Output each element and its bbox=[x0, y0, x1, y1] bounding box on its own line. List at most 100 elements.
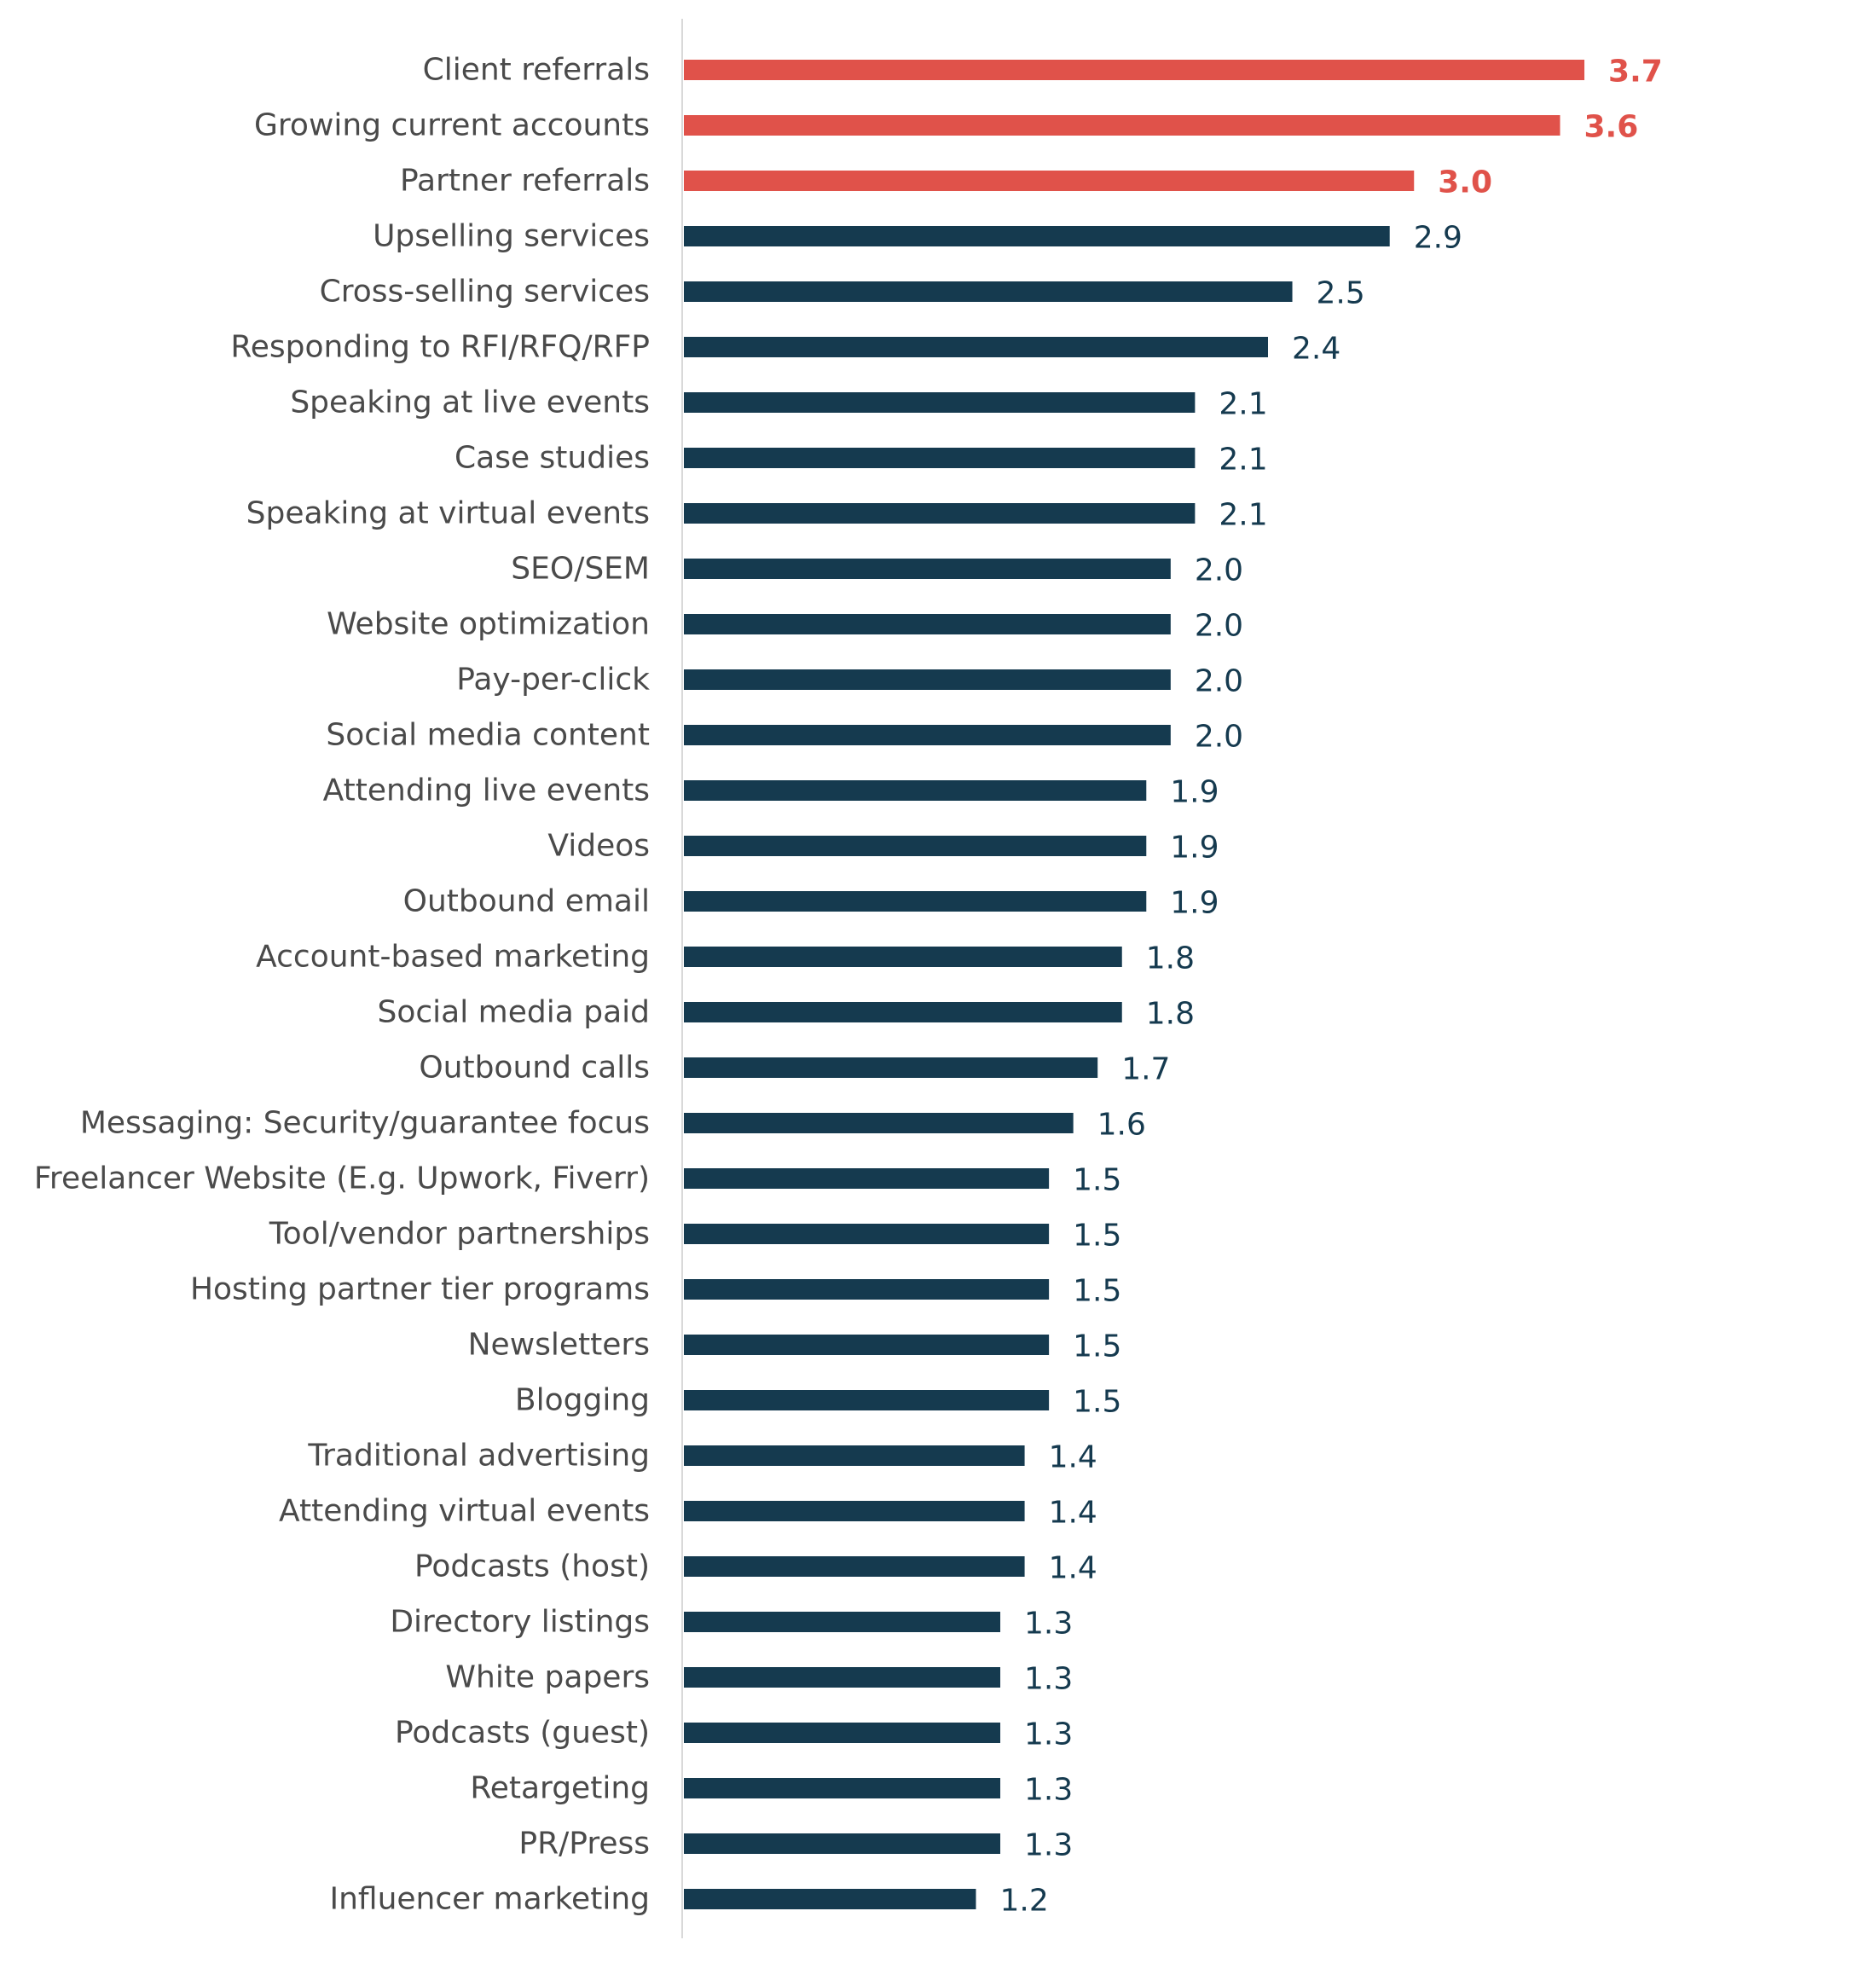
value-label: 1.8 bbox=[1146, 997, 1195, 1032]
category-label: Influencer marketing bbox=[329, 1882, 650, 1917]
category-label: Speaking at virtual events bbox=[246, 496, 650, 531]
category-label: Growing current accounts bbox=[254, 108, 650, 143]
category-label: Outbound email bbox=[403, 884, 650, 919]
bar bbox=[684, 669, 1171, 690]
bar bbox=[684, 891, 1147, 912]
bar bbox=[684, 1612, 1001, 1632]
value-label: 1.3 bbox=[1024, 1662, 1073, 1697]
bars-group: Client referrals 3.7 Growing current accou… bbox=[34, 53, 1663, 1919]
category-label: PR/Press bbox=[518, 1827, 650, 1862]
value-label: 1.3 bbox=[1024, 1773, 1073, 1808]
category-label: Messaging: Security/guarantee focus bbox=[80, 1106, 650, 1141]
value-label: 2.0 bbox=[1195, 609, 1243, 644]
value-label: 1.4 bbox=[1049, 1496, 1097, 1531]
category-label: Outbound calls bbox=[419, 1051, 650, 1086]
value-label: 2.4 bbox=[1292, 332, 1340, 367]
value-label: 1.4 bbox=[1049, 1551, 1097, 1586]
value-label: 3.7 bbox=[1608, 55, 1663, 90]
value-label: 2.0 bbox=[1195, 720, 1243, 755]
bar bbox=[684, 503, 1196, 524]
category-label: Cross-selling services bbox=[320, 275, 650, 310]
bar bbox=[684, 1556, 1025, 1577]
value-label: 2.9 bbox=[1414, 221, 1462, 256]
category-label: Social media paid bbox=[377, 995, 650, 1030]
bar bbox=[684, 1168, 1050, 1189]
bar bbox=[684, 392, 1196, 413]
category-label: Directory listings bbox=[390, 1605, 650, 1640]
bar bbox=[684, 448, 1196, 468]
bar bbox=[684, 115, 1560, 136]
value-label: 1.9 bbox=[1170, 775, 1219, 810]
bar bbox=[684, 226, 1390, 246]
value-label: 3.0 bbox=[1438, 165, 1492, 200]
category-label: Traditional advertising bbox=[307, 1439, 650, 1474]
bar bbox=[684, 1445, 1025, 1466]
value-label: 1.5 bbox=[1073, 1163, 1121, 1198]
value-label: 2.5 bbox=[1317, 276, 1365, 311]
value-label: 1.9 bbox=[1170, 886, 1219, 921]
bar bbox=[684, 1390, 1050, 1410]
category-label: Videos bbox=[547, 829, 650, 864]
category-label: Account-based marketing bbox=[256, 940, 650, 975]
value-label: 1.6 bbox=[1097, 1108, 1146, 1143]
category-label: Responding to RFI/RFQ/RFP bbox=[230, 330, 650, 365]
value-label: 2.0 bbox=[1195, 664, 1243, 699]
bar bbox=[684, 1057, 1098, 1078]
category-label: Hosting partner tier programs bbox=[190, 1272, 650, 1307]
category-label: Freelancer Website (E.g. Upwork, Fiverr) bbox=[34, 1161, 650, 1196]
bar bbox=[684, 1501, 1025, 1521]
value-label: 1.3 bbox=[1024, 1607, 1073, 1642]
bar bbox=[684, 1833, 1001, 1854]
value-label: 1.5 bbox=[1073, 1274, 1121, 1309]
value-label: 1.9 bbox=[1170, 831, 1219, 866]
bar bbox=[684, 1335, 1050, 1355]
bar bbox=[684, 171, 1415, 191]
value-label: 1.5 bbox=[1073, 1385, 1121, 1420]
bar bbox=[684, 1113, 1074, 1133]
value-label: 2.1 bbox=[1219, 387, 1267, 422]
category-label: Partner referrals bbox=[400, 164, 650, 199]
category-label: Podcasts (guest) bbox=[395, 1716, 650, 1751]
category-label: Client referrals bbox=[423, 53, 650, 88]
bar bbox=[684, 1723, 1001, 1743]
value-label: 1.3 bbox=[1024, 1828, 1073, 1863]
value-label: 1.8 bbox=[1146, 941, 1195, 976]
bar bbox=[684, 780, 1147, 801]
value-label: 2.0 bbox=[1195, 553, 1243, 588]
bar bbox=[684, 947, 1122, 967]
value-label: 1.3 bbox=[1024, 1717, 1073, 1752]
category-label: Attending live events bbox=[323, 773, 650, 808]
bar bbox=[684, 1224, 1050, 1244]
bar bbox=[684, 836, 1147, 856]
category-label: Blogging bbox=[515, 1383, 650, 1418]
value-label: 1.5 bbox=[1073, 1219, 1121, 1254]
value-label: 1.5 bbox=[1073, 1329, 1121, 1364]
category-label: Website optimization bbox=[327, 607, 650, 642]
bar bbox=[684, 725, 1171, 745]
category-label: Pay-per-click bbox=[456, 663, 650, 698]
category-label: White papers bbox=[445, 1660, 650, 1695]
value-label: 2.1 bbox=[1219, 498, 1267, 533]
bar bbox=[684, 1778, 1001, 1798]
category-label: Podcasts (host) bbox=[414, 1549, 650, 1584]
category-label: SEO/SEM bbox=[511, 552, 650, 587]
value-label: 1.4 bbox=[1049, 1440, 1097, 1475]
bar bbox=[684, 559, 1171, 579]
bar bbox=[684, 1889, 976, 1909]
bar bbox=[684, 1002, 1122, 1022]
bar bbox=[684, 281, 1293, 302]
category-label: Case studies bbox=[455, 441, 650, 476]
category-label: Attending virtual events bbox=[279, 1494, 650, 1529]
bar bbox=[684, 1667, 1001, 1688]
bar bbox=[684, 614, 1171, 634]
value-label: 1.7 bbox=[1121, 1052, 1170, 1087]
value-label: 2.1 bbox=[1219, 443, 1267, 478]
category-label: Newsletters bbox=[468, 1328, 650, 1363]
category-label: Social media content bbox=[326, 718, 650, 753]
bar bbox=[684, 1279, 1050, 1300]
category-label: Tool/vendor partnerships bbox=[269, 1217, 650, 1252]
value-label: 3.6 bbox=[1584, 110, 1639, 145]
category-label: Upselling services bbox=[373, 219, 650, 254]
category-label: Retargeting bbox=[470, 1771, 650, 1806]
